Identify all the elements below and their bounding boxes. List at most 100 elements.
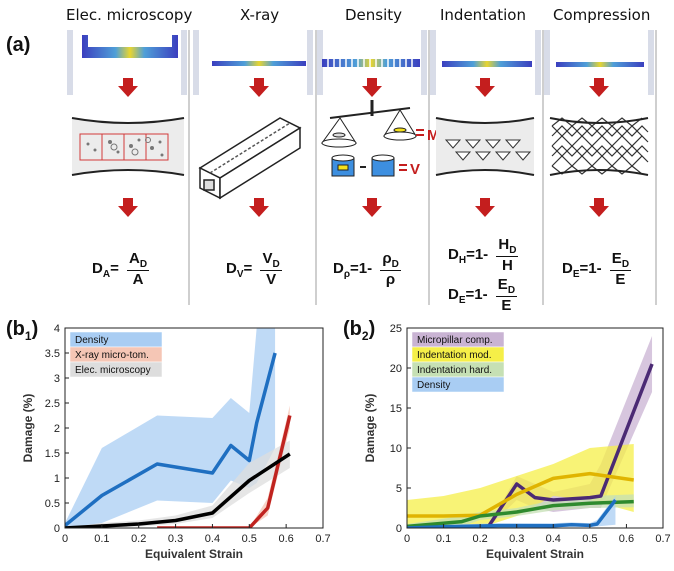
x-axis-label: Equivalent Strain [486,547,584,561]
heatmap-specimen-elec [82,35,178,58]
panel-b1-label: (b1) [6,318,39,343]
x-tick-label: 0.4 [205,533,220,545]
cylinder-diagram [331,154,407,177]
legend-entry: Elec. microscopy [75,365,151,376]
xray-bar-diagram [198,117,302,200]
y-tick-label: 2.5 [45,398,60,410]
heatmap-specimen-compression [556,62,644,67]
y-tick-label: 2 [54,423,60,435]
x-tick-label: 0.2 [472,533,487,545]
y-tick-label: 1.5 [45,448,60,460]
arrow-down-icon [475,198,495,217]
series-line-1 [407,471,634,518]
x-tick-label: 0.6 [619,533,634,545]
plot-series [65,328,292,528]
column-title-elec-microscopy: Elec. microscopy [66,6,193,24]
arrow-down-icon [362,78,382,97]
arrow-down-icon [249,78,269,97]
y-tick-label: 15 [390,403,402,415]
x-tick-label: 0.5 [582,533,597,545]
y-tick-label: 0.5 [45,498,60,510]
arrow-down-icon [589,198,609,217]
formula-area: DA= AD A [92,250,150,288]
x-tick-label: 0.3 [509,533,524,545]
series-line-2 [407,499,634,528]
column-title-indentation: Indentation [440,6,526,24]
arrow-down-icon [475,78,495,97]
panel-a-label: (a) [6,34,31,56]
formula-modulus: DE=1- ED E [448,276,518,314]
formula-hardness: DH=1- HD H [448,236,519,274]
formula-compression: DE=1- ED E [562,250,632,288]
y-tick-label: 25 [390,323,402,335]
series-line-0 [65,352,277,527]
chart-b2: 0 0.1 0.2 0.3 0.4 0.5 0.6 0.7 0 5 10 15 20 25 Equivale… [363,323,671,561]
legend-entry: Density [417,380,450,391]
column-divider [428,30,430,305]
series-line-3 [407,498,617,528]
y-tick-label: 1 [54,473,60,485]
panel-b2-label: (b2) [343,318,376,343]
arrow-down-icon [589,78,609,97]
lattice-diagram [549,117,649,176]
x-tick-label: 0.1 [436,533,451,545]
panel-a: (a) Elec. microscopy X-ray Density Inden… [6,6,657,314]
y-tick-label: 4 [54,323,60,335]
legend-entry: X-ray micro-tom. [75,350,149,361]
sem-section-diagram [71,117,185,176]
panel-a-illustrations: M V [67,30,654,217]
x-tick-label: 0.1 [94,533,109,545]
y-tick-label: 5 [396,483,402,495]
legend: Density X-ray micro-tom. Elec. microscopy [69,331,163,378]
heatmap-specimen-density [322,59,420,67]
x-tick-label: 0.7 [655,533,670,545]
heatmap-specimen-indentation [442,61,532,67]
y-tick-label: 20 [390,363,402,375]
x-tick-label: 0.5 [242,533,257,545]
x-tick-label: 0.7 [315,533,330,545]
legend: Micropillar comp. Indentation mod. Indenta… [411,331,505,393]
legend-entry: Indentation hard. [417,365,492,376]
x-tick-label: 0 [404,533,410,545]
column-divider [315,30,317,305]
indentation-diagram [435,117,535,176]
column-divider [188,30,190,305]
legend-entry: Density [75,335,108,346]
y-tick-label: 0 [54,523,60,535]
specimen-outline [67,30,654,95]
balance-diagram [321,100,424,148]
x-axis-label: Equivalent Strain [145,547,243,561]
x-tick-label: 0.2 [131,533,146,545]
x-tick-label: 0 [62,533,68,545]
plot-series [407,336,654,528]
x-tick-label: 0.4 [546,533,561,545]
chart-b1: 0 0.1 0.2 0.3 0.4 0.5 0.6 0.7 0 0.5 1 1.5 2 2.5 3 3.5 4 E… [21,323,331,561]
volume-label: V [410,161,420,178]
axes-frame [406,327,664,529]
column-title-xray: X-ray [240,6,280,24]
y-tick-label: 3.5 [45,348,60,360]
column-title-density: Density [345,6,403,24]
column-divider [542,30,544,305]
heatmap-specimen-xray [212,61,306,66]
series-band-0 [65,328,276,528]
y-axis-label: Damage (%) [363,394,377,463]
formula-density: Dρ=1- ρD ρ [333,250,401,288]
x-tick-label: 0.3 [168,533,183,545]
legend-entry: Micropillar comp. [417,335,493,346]
series-line-0 [485,363,654,528]
arrow-down-icon [118,198,138,217]
column-divider [655,30,657,305]
legend-entry: Indentation mod. [417,350,492,361]
y-tick-label: 3 [54,373,60,385]
y-axis-label: Damage (%) [21,394,35,463]
arrow-down-icon [249,198,269,217]
y-tick-label: 0 [396,523,402,535]
arrow-down-icon [362,198,382,217]
legend-swatch [411,376,505,393]
y-tick-label: 10 [390,443,402,455]
legend-swatch [69,361,163,378]
column-title-compression: Compression [553,6,651,24]
formula-xray: DV= VD V [226,250,282,288]
arrow-down-icon [118,78,138,97]
